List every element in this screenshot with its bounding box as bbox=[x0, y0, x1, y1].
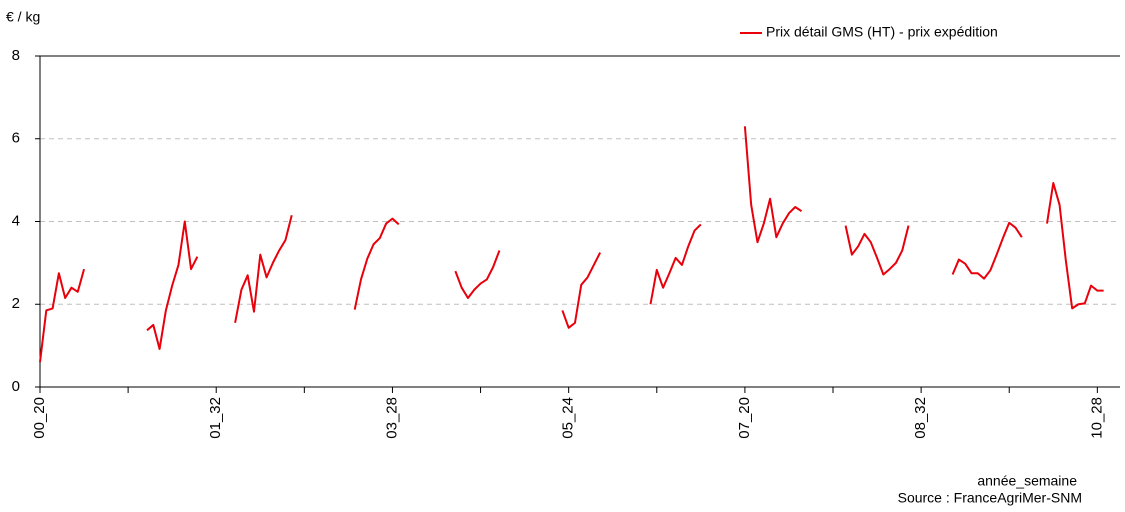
y-axis-unit: € / kg bbox=[6, 9, 40, 25]
data-line bbox=[39, 126, 1104, 363]
y-tick-label: 0 bbox=[12, 378, 20, 395]
y-tick-label: 8 bbox=[12, 47, 20, 64]
x-axis-title: année_semaine bbox=[977, 473, 1077, 489]
y-tick-label: 4 bbox=[12, 212, 20, 229]
x-tick-label: 10_28 bbox=[1088, 397, 1105, 439]
y-tick-label: 6 bbox=[12, 130, 20, 147]
x-tick-label: 07_20 bbox=[736, 397, 753, 439]
y-tick-label: 2 bbox=[12, 295, 20, 312]
legend-label: Prix détail GMS (HT) - prix expédition bbox=[766, 24, 998, 40]
source-note: Source : FranceAgriMer-SNM bbox=[898, 490, 1082, 506]
x-tick-label: 00_20 bbox=[31, 397, 48, 439]
x-tick-label: 01_32 bbox=[207, 397, 224, 439]
x-tick-label: 05_24 bbox=[560, 397, 577, 439]
x-tick-label: 08_32 bbox=[912, 397, 929, 439]
x-tick-label: 03_28 bbox=[383, 397, 400, 439]
